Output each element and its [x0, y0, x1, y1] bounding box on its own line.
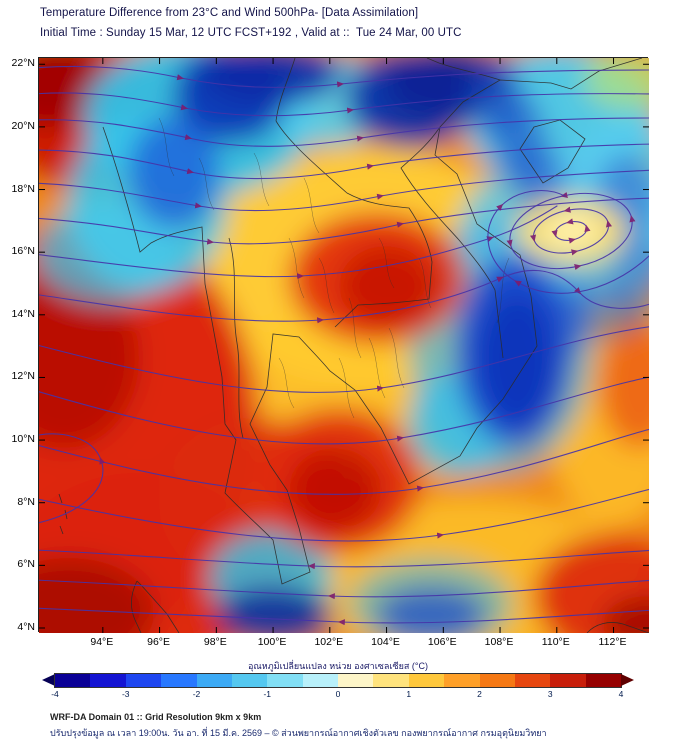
colorbar-segment: [231, 674, 268, 687]
lat-tick-label: 14°N: [11, 307, 35, 320]
streamline: [39, 326, 649, 393]
border-detail-path: [338, 357, 355, 419]
colorbar-segment: [373, 674, 409, 687]
streamline: [39, 579, 649, 600]
colorbar-tick-label: 1: [406, 689, 412, 699]
map-plot: [38, 57, 649, 633]
lat-tick-label: 22°N: [11, 57, 35, 70]
colorbar-segment: [585, 674, 621, 687]
coastline-path: [228, 237, 244, 439]
colorbar: [42, 673, 634, 688]
lon-tick-label: 106°E: [427, 636, 457, 648]
border-detail-path: [278, 357, 295, 409]
lat-tick-label: 10°N: [11, 433, 35, 446]
border-detail-path: [158, 117, 175, 177]
border-detail-path: [388, 327, 405, 389]
streamline: [39, 143, 649, 180]
field-blob: [39, 558, 154, 633]
coastline-path: [426, 58, 501, 81]
streamline: [39, 488, 649, 542]
coastline-path: [58, 493, 68, 535]
map-canvas: [39, 58, 649, 633]
longitude-axis: 94°E 96°E 98°E 100°E 102°E 104°E 106°E 108°E 110…: [38, 636, 648, 650]
field-blob: [289, 448, 381, 532]
lat-tick-label: 6°N: [17, 558, 35, 571]
colorbar-segment: [90, 674, 126, 687]
streamline: [39, 65, 649, 88]
streamline: [39, 117, 649, 147]
lon-tick-label: 100°E: [257, 636, 287, 648]
lon-tick-label: 94°E: [90, 636, 114, 648]
colorbar-segment: [514, 674, 551, 687]
colorbar-tick-label: 2: [477, 689, 482, 699]
colorbar-segment: [550, 674, 586, 687]
border-detail-path: [368, 337, 386, 399]
coastline-path: [586, 622, 649, 633]
lat-tick-label: 16°N: [11, 245, 35, 258]
footer-domain-info: WRF-DA Domain 01 :: Grid Resolution 9km …: [50, 712, 262, 722]
coastline-path: [102, 58, 643, 585]
colorbar-title: อุณหภูมิเปลี่ยนแปลง หน่วย องศาเซลเซียส (…: [248, 661, 428, 671]
field-blob: [602, 596, 649, 633]
streamline: [487, 190, 649, 294]
colorbar-segment: [302, 674, 338, 687]
axis-tick-layer: [39, 58, 649, 633]
field-blob: [479, 294, 555, 426]
streamline: [39, 92, 649, 117]
colorbar-segment: [196, 674, 232, 687]
colorbar-tick-label: -4: [51, 689, 59, 699]
colorbar-tick-label: -1: [263, 689, 272, 699]
colorbar-segment: [55, 674, 91, 687]
coastline-path: [275, 58, 296, 122]
colorbar-tick-label: 3: [547, 689, 553, 699]
streamline: [39, 269, 649, 324]
colorbar-segment: [161, 674, 197, 687]
lon-tick-label: 112°E: [598, 636, 627, 648]
streamline: [39, 169, 649, 212]
colorbar-right-arrow: [621, 674, 634, 686]
lat-tick-label: 20°N: [11, 119, 35, 132]
lon-tick-label: 104°E: [371, 636, 400, 648]
colorbar-tick-label: 0: [335, 689, 341, 699]
colorbar-segment: [479, 674, 515, 687]
colorbar-body: [54, 673, 622, 688]
colorbar-tick-row: -4 -3 -2 -1 0 1 2 3 4: [51, 689, 624, 701]
streamline: [39, 433, 106, 524]
streamline: [39, 376, 649, 445]
latitude-axis: 22°N 20°N 18°N 16°N 14°N 12°N 10°N 8°N 6°N 4°N: [0, 57, 36, 633]
colorbar-segment: [444, 674, 480, 687]
lon-tick-label: 110°E: [541, 636, 570, 648]
streamline: [39, 607, 649, 626]
wind-streamline-layer: [39, 65, 649, 626]
footer-credit: ปรับปรุงข้อมูล ณ เวลา 19:00น. วัน อา. ที…: [50, 728, 547, 738]
field-blob: [39, 203, 184, 303]
colorbar-segment: [125, 674, 162, 687]
lon-tick-label: 102°E: [314, 636, 344, 648]
temperature-field-layer: [39, 58, 649, 633]
colorbar-segment: [338, 674, 374, 687]
colorbar-segment: [267, 674, 303, 687]
lat-tick-label: 18°N: [11, 182, 35, 195]
lat-tick-label: 12°N: [11, 370, 35, 383]
lon-tick-label: 96°E: [147, 636, 171, 648]
streamline: [39, 549, 649, 570]
field-blob: [128, 117, 220, 229]
colorbar-tick-label: 4: [618, 689, 624, 699]
page-title: Temperature Difference from 23°C and Win…: [40, 7, 419, 19]
colorbar-segment: [408, 674, 445, 687]
field-blob: [543, 215, 599, 247]
lon-tick-label: 98°E: [203, 636, 227, 648]
page-subtitle: Initial Time : Sunday 15 Mar, 12 UTC FCS…: [40, 27, 462, 39]
lat-tick-label: 4°N: [17, 620, 35, 633]
lat-tick-label: 8°N: [17, 495, 35, 508]
colorbar-tick-label: -3: [121, 689, 130, 699]
streamline: [39, 428, 649, 495]
lon-tick-label: 108°E: [484, 636, 514, 648]
colorbar-left-arrow: [42, 674, 55, 686]
colorbar-tick-label: -2: [192, 689, 201, 699]
field-blob: [217, 586, 333, 633]
